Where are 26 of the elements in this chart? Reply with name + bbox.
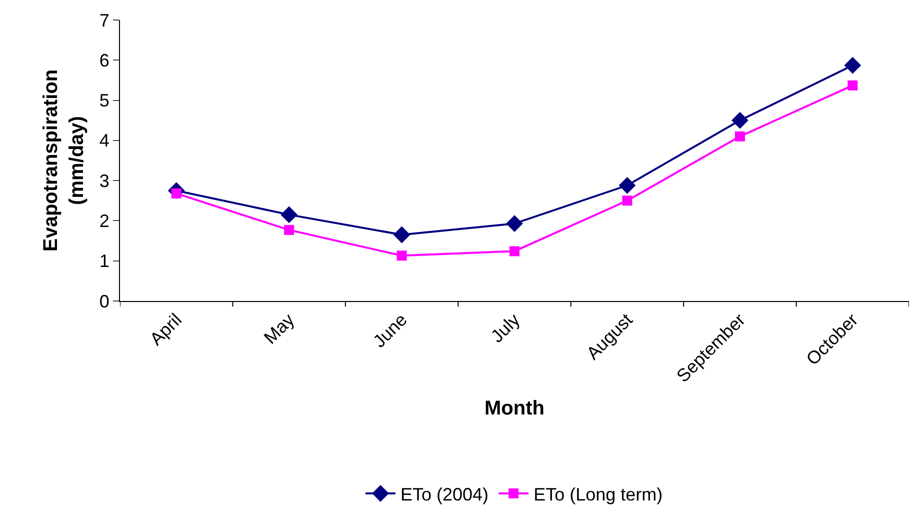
y-tick-label: 6: [99, 50, 110, 70]
point: [506, 215, 523, 232]
point: [622, 196, 632, 206]
legend-label: ETo (Long term): [534, 484, 663, 504]
point: [844, 56, 862, 74]
point: [731, 112, 748, 129]
y-tick-label: 0: [99, 291, 110, 312]
x-tick-label: July: [486, 310, 524, 346]
x-axis-title: Month: [484, 398, 544, 420]
point: [396, 250, 407, 261]
y-tick-label: 5: [99, 90, 110, 111]
point: [848, 80, 858, 90]
y-tick-label: 4: [99, 130, 110, 151]
point: [280, 206, 298, 224]
point: [393, 226, 410, 244]
point: [510, 246, 520, 256]
y-tick-label: 7: [99, 10, 110, 30]
point: [734, 131, 745, 142]
y-tick-label: 2: [99, 211, 110, 232]
y-tick-label: 1: [99, 251, 110, 272]
y-tick-label: 3: [99, 170, 110, 191]
point: [284, 224, 294, 235]
legend-label: ETo (2004): [400, 484, 489, 504]
y-axis-title: Evapotranspiration (mm/day): [40, 69, 88, 252]
point: [618, 176, 636, 194]
x-tick-label: May: [260, 310, 298, 348]
